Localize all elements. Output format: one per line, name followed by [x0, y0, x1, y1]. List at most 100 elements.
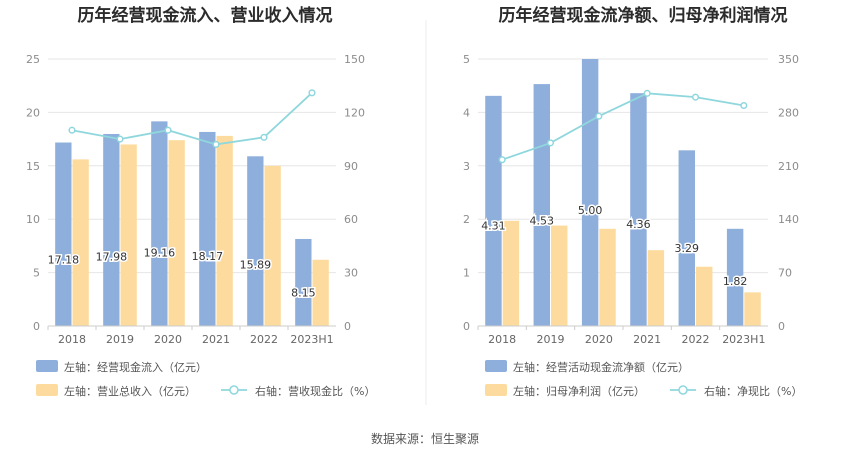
bar-data-label: 4.36 — [626, 218, 651, 231]
bar-data-label: 4.31 — [481, 219, 506, 232]
bar-data-label: 4.53 — [530, 214, 555, 227]
bar-primary — [485, 95, 502, 326]
legend-label: 左轴：营业总收入（亿元） — [64, 384, 196, 398]
bar-primary — [630, 93, 647, 327]
right-axis-tick: 120 — [344, 106, 365, 119]
x-axis-tick: 2021 — [633, 333, 661, 346]
bar-secondary — [312, 259, 329, 326]
legend-marker — [678, 385, 688, 395]
x-axis-tick: 2020 — [585, 333, 613, 346]
line-point — [68, 126, 76, 134]
x-axis-tick: 2020 — [154, 333, 182, 346]
left-axis-tick: 20 — [26, 106, 40, 119]
line-series — [501, 92, 744, 161]
line-point — [595, 112, 603, 120]
chart-panel-right: 历年经营现金流净额、归母净利润情况 0 1 2 3 4 5 0 70 140 210 280 350 20… — [463, 5, 802, 398]
line-series — [71, 92, 313, 146]
left-axis-tick: 3 — [463, 160, 470, 173]
left-axis-tick: 2 — [463, 213, 470, 226]
right-axis-tick: 150 — [344, 53, 365, 66]
legend-label: 左轴：经营现金流入（亿元） — [64, 360, 207, 374]
bar-secondary — [551, 225, 568, 326]
line-point — [116, 135, 124, 143]
left-axis-tick: 25 — [26, 53, 40, 66]
bar-data-label: 1.82 — [723, 275, 748, 288]
bar-data-label: 19.16 — [144, 246, 176, 259]
bar-primary — [199, 131, 216, 326]
legend-marker — [229, 385, 239, 395]
legend-label: 左轴：归母净利润（亿元） — [513, 384, 645, 398]
right-axis-tick: 0 — [778, 320, 785, 333]
x-axis-tick: 2023H1 — [722, 333, 765, 346]
left-axis-tick: 10 — [26, 213, 40, 226]
line-point — [498, 156, 506, 164]
left-axis-tick: 15 — [26, 160, 40, 173]
bar-secondary — [168, 140, 185, 326]
line-point — [260, 133, 268, 141]
bar-secondary — [264, 165, 281, 326]
legend-swatch — [485, 360, 507, 372]
legend-label: 右轴：营收现金比（%） — [255, 384, 375, 398]
legend-swatch — [36, 360, 58, 372]
bar-data-label: 3.29 — [675, 242, 700, 255]
x-axis-tick: 2018 — [58, 333, 86, 346]
chart-title: 历年经营现金流净额、归母净利润情况 — [499, 5, 788, 26]
bar-data-label: 17.98 — [96, 251, 128, 264]
right-axis-tick: 210 — [778, 160, 799, 173]
data-source: 数据来源：恒生聚源 — [371, 431, 479, 446]
x-axis-tick: 2023H1 — [290, 333, 333, 346]
bar-data-label: 5.00 — [578, 204, 603, 217]
bar-primary — [151, 121, 168, 326]
bar-data-label: 15.89 — [240, 258, 272, 271]
bar-primary — [55, 142, 72, 326]
legend-label: 左轴：经营活动现金流净额（亿元） — [513, 360, 689, 374]
line-point — [212, 140, 220, 148]
legend-swatch — [485, 384, 507, 396]
right-axis-tick: 30 — [344, 267, 358, 280]
line-point — [740, 101, 748, 110]
line-point — [546, 139, 555, 147]
bar-secondary — [120, 144, 137, 326]
left-axis-tick: 0 — [33, 320, 40, 333]
bar-secondary — [647, 250, 665, 326]
x-axis-tick: 2022 — [250, 333, 278, 346]
bar-data-label: 17.18 — [48, 254, 80, 267]
chart-panel-left: 历年经营现金流入、营业收入情况 0 5 10 15 20 25 0 30 60 90 120 150 20… — [26, 5, 375, 398]
bar-primary — [726, 228, 744, 326]
x-axis-tick: 2019 — [106, 333, 134, 346]
bar-secondary — [696, 266, 713, 326]
bar-secondary — [744, 292, 761, 326]
right-axis-tick: 280 — [778, 106, 799, 119]
bar-secondary — [502, 220, 520, 326]
bar-primary — [295, 238, 312, 326]
bar-secondary — [216, 135, 233, 326]
line-point — [164, 126, 172, 134]
left-axis-tick: 5 — [463, 53, 470, 66]
bar-data-label: 18.17 — [192, 250, 224, 263]
right-axis-tick: 140 — [778, 213, 799, 226]
bar-primary — [678, 150, 695, 326]
right-axis-tick: 0 — [344, 320, 351, 333]
line-point — [691, 93, 700, 101]
bar-primary — [103, 133, 120, 326]
bar-primary — [247, 156, 264, 326]
legend-swatch — [36, 384, 58, 396]
right-axis-tick: 350 — [778, 53, 799, 66]
right-axis-tick: 90 — [344, 160, 358, 173]
bar-primary — [533, 84, 550, 327]
right-axis-tick: 70 — [778, 267, 792, 280]
left-axis-tick: 4 — [463, 106, 470, 119]
bar-primary — [581, 59, 599, 326]
right-axis-tick: 60 — [344, 213, 358, 226]
bar-data-label: 8.15 — [291, 286, 316, 299]
legend-label: 右轴：净现比（%） — [704, 384, 802, 398]
chart-title: 历年经营现金流入、营业收入情况 — [78, 5, 333, 26]
line-point — [308, 89, 316, 97]
x-axis-tick: 2021 — [202, 333, 230, 346]
line-point — [643, 89, 651, 97]
left-axis-tick: 1 — [463, 267, 470, 280]
bar-secondary — [72, 159, 89, 326]
x-axis-tick: 2018 — [488, 333, 516, 346]
left-axis-tick: 0 — [463, 320, 470, 333]
